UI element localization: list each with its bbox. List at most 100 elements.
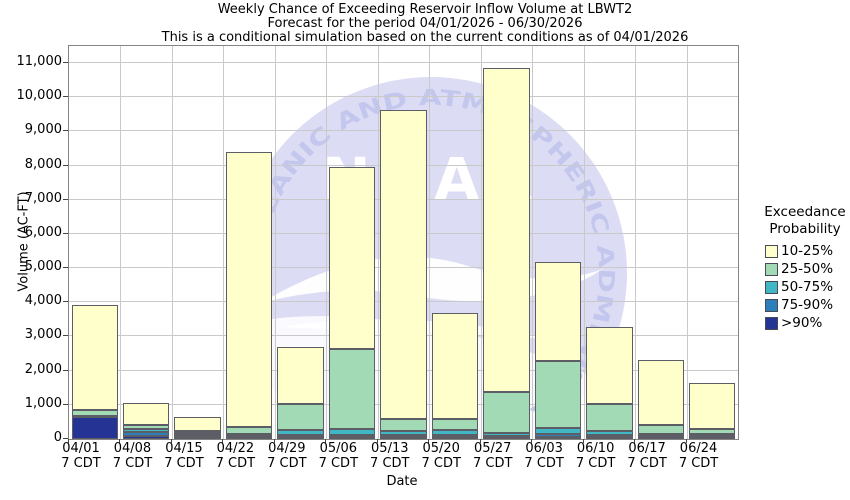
bar-segment-2550	[225, 426, 273, 434]
x-tick-label: 05/27 7 CDT	[472, 441, 513, 471]
bar-segment-5075	[689, 433, 736, 436]
bar-segment-1025	[431, 313, 479, 419]
legend-title-line1: Exceedance	[764, 204, 846, 220]
y-axis-tick	[63, 403, 68, 405]
y-axis-tick	[63, 335, 68, 337]
bar-segment-1025	[637, 359, 685, 425]
y-axis-tick	[63, 164, 68, 166]
y-gridline	[69, 96, 738, 98]
bar-segment-90	[534, 436, 582, 439]
bar-segment-2550	[586, 403, 633, 431]
bar-segment-7590	[483, 435, 530, 438]
bar-segment-2550	[637, 425, 685, 434]
x-gridline	[635, 46, 637, 439]
x-axis-tick	[273, 439, 275, 443]
x-gridline	[326, 46, 328, 439]
legend-item: 75-90%	[761, 296, 849, 314]
bar-segment-2550	[431, 418, 479, 431]
legend-item: 25-50%	[761, 260, 849, 278]
x-tick-label: 05/20 7 CDT	[421, 441, 461, 471]
x-gridline	[480, 46, 482, 439]
x-tick-label: 04/15 7 CDT	[164, 441, 204, 471]
x-gridline	[120, 46, 122, 439]
bar-segment-7590	[534, 433, 582, 437]
bar-segment-2550	[534, 360, 582, 429]
bar-segment-7590	[277, 434, 324, 438]
legend-item-label: 10-25%	[781, 243, 834, 259]
legend: Exceedance Probability 10-25% 25-50% 50-75…	[761, 204, 849, 332]
x-axis-tick	[531, 439, 533, 443]
bar-segment-2550	[483, 391, 530, 433]
x-axis-title: Date	[386, 474, 418, 489]
bar-segment-2550	[328, 348, 376, 430]
y-tick-label: 2,000	[24, 361, 62, 377]
bar-segment-90	[122, 435, 170, 439]
bar-segment-5075	[637, 433, 685, 436]
bar-segment-7590	[380, 434, 427, 437]
legend-item-label: 75-90%	[781, 297, 834, 313]
bar-segment-1025	[225, 151, 273, 427]
legend-swatch-1025	[765, 244, 778, 258]
legend-item-label: 25-50%	[781, 261, 834, 277]
y-axis-tick	[63, 267, 68, 269]
y-tick-label: 11,000	[16, 54, 63, 70]
x-axis-tick	[68, 439, 69, 443]
x-axis-tick	[582, 439, 584, 443]
plot-area: EANIC AND ATMOSPHERIC ADMINISTRATI NOAA	[68, 45, 739, 440]
x-axis-tick	[170, 439, 172, 443]
bar-segment-2550	[174, 430, 221, 433]
legend-item-label: 50-75%	[781, 279, 834, 295]
legend-items: 10-25% 25-50% 50-75% 75-90% >90%	[761, 242, 849, 332]
y-axis-tick	[63, 198, 68, 200]
bar-segment-1025	[534, 262, 582, 361]
bar-segment-1025	[586, 327, 633, 404]
chart-title: Weekly Chance of Exceeding Reservoir Inf…	[217, 2, 633, 17]
x-axis-tick	[428, 439, 430, 443]
x-axis-tick	[325, 439, 327, 443]
bar-segment-1025	[71, 305, 118, 410]
bar-segment-90	[277, 437, 324, 439]
y-axis-tick	[63, 130, 68, 132]
bar-segment-90	[431, 437, 479, 439]
legend-title-line2: Probability	[769, 221, 841, 237]
legend-swatch-5075	[765, 280, 778, 294]
bar-segment-5075	[431, 430, 479, 436]
y-axis-tick	[63, 62, 68, 64]
x-tick-label: 06/24 7 CDT	[678, 441, 719, 471]
y-tick-label: 4,000	[24, 293, 62, 309]
x-axis-tick	[634, 439, 636, 443]
bar-segment-7590	[431, 435, 479, 438]
legend-item: 50-75%	[761, 278, 849, 296]
bar-segment-2550	[689, 429, 736, 434]
x-tick-label: 04/01 7 CDT	[61, 441, 101, 471]
x-tick-label: 05/13 7 CDT	[370, 441, 410, 471]
y-axis-tick	[63, 301, 68, 303]
x-gridline	[377, 46, 379, 439]
bar-segment-7590	[689, 435, 736, 438]
bar-segment-2550	[380, 419, 427, 432]
bar-segment-90	[174, 436, 221, 439]
bar-segment-90	[586, 437, 633, 439]
y-gridline	[69, 62, 738, 64]
legend-swatch-90	[765, 316, 778, 330]
bar-segment-2550	[71, 409, 118, 417]
bar-segment-5075	[483, 432, 530, 436]
x-tick-label: 04/22 7 CDT	[215, 441, 256, 471]
x-gridline	[532, 46, 534, 439]
bar-segment-5075	[586, 430, 633, 435]
chart-subtitle-period: Forecast for the period 04/01/2026 - 06/…	[267, 16, 583, 31]
bar-segment-1025	[689, 382, 736, 430]
y-axis-tick	[63, 438, 68, 439]
legend-item-label: >90%	[781, 315, 823, 331]
bar-segment-5075	[174, 432, 221, 435]
x-tick-label: 06/10 7 CDT	[575, 441, 616, 471]
x-gridline	[223, 46, 225, 439]
y-tick-label: 8,000	[24, 156, 62, 172]
bar-segment-90	[71, 417, 118, 439]
x-gridline	[583, 46, 585, 439]
y-axis-tick	[63, 96, 68, 98]
x-gridline	[274, 46, 276, 439]
bar-segment-1025	[277, 347, 324, 404]
bar-segment-1025	[328, 167, 376, 349]
